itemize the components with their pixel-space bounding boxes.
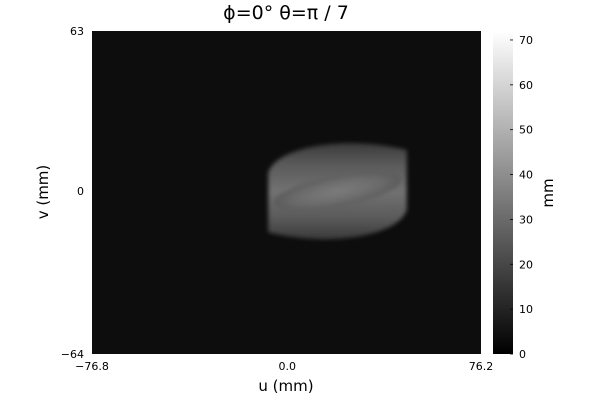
colorbar-tick-label: 10 bbox=[519, 303, 533, 316]
colorbar-tick-label: 0 bbox=[519, 348, 526, 361]
x-tick-label: 76.2 bbox=[469, 360, 494, 373]
x-tick-label: −76.8 bbox=[75, 360, 109, 373]
y-axis-ticks: −64 0 63 bbox=[61, 25, 84, 361]
colorbar-ticks: 0 10 20 30 40 50 60 70 bbox=[510, 34, 533, 361]
object-ellipse bbox=[273, 171, 402, 211]
colorbar-tick-label: 50 bbox=[519, 124, 533, 137]
y-tick-label: 0 bbox=[77, 185, 84, 198]
chart-title: ϕ=0° θ=π / 7 bbox=[223, 2, 349, 24]
x-tick-label: 0.0 bbox=[279, 360, 297, 373]
colorbar-label: mm bbox=[539, 178, 557, 207]
colorbar-tick-label: 70 bbox=[519, 34, 533, 47]
y-tick-label: −64 bbox=[61, 348, 84, 361]
y-axis-label: v (mm) bbox=[34, 165, 52, 220]
x-axis-ticks: −76.8 0.0 76.2 bbox=[75, 360, 493, 373]
colorbar bbox=[493, 31, 513, 354]
colorbar-tick-label: 20 bbox=[519, 258, 533, 271]
y-tick-label: 63 bbox=[70, 25, 84, 38]
x-axis-label: u (mm) bbox=[258, 377, 313, 395]
colorbar-tick-label: 30 bbox=[519, 213, 533, 226]
colorbar-tick-label: 60 bbox=[519, 79, 533, 92]
heatmap-object bbox=[268, 143, 407, 240]
colorbar-tick-label: 40 bbox=[519, 169, 533, 182]
